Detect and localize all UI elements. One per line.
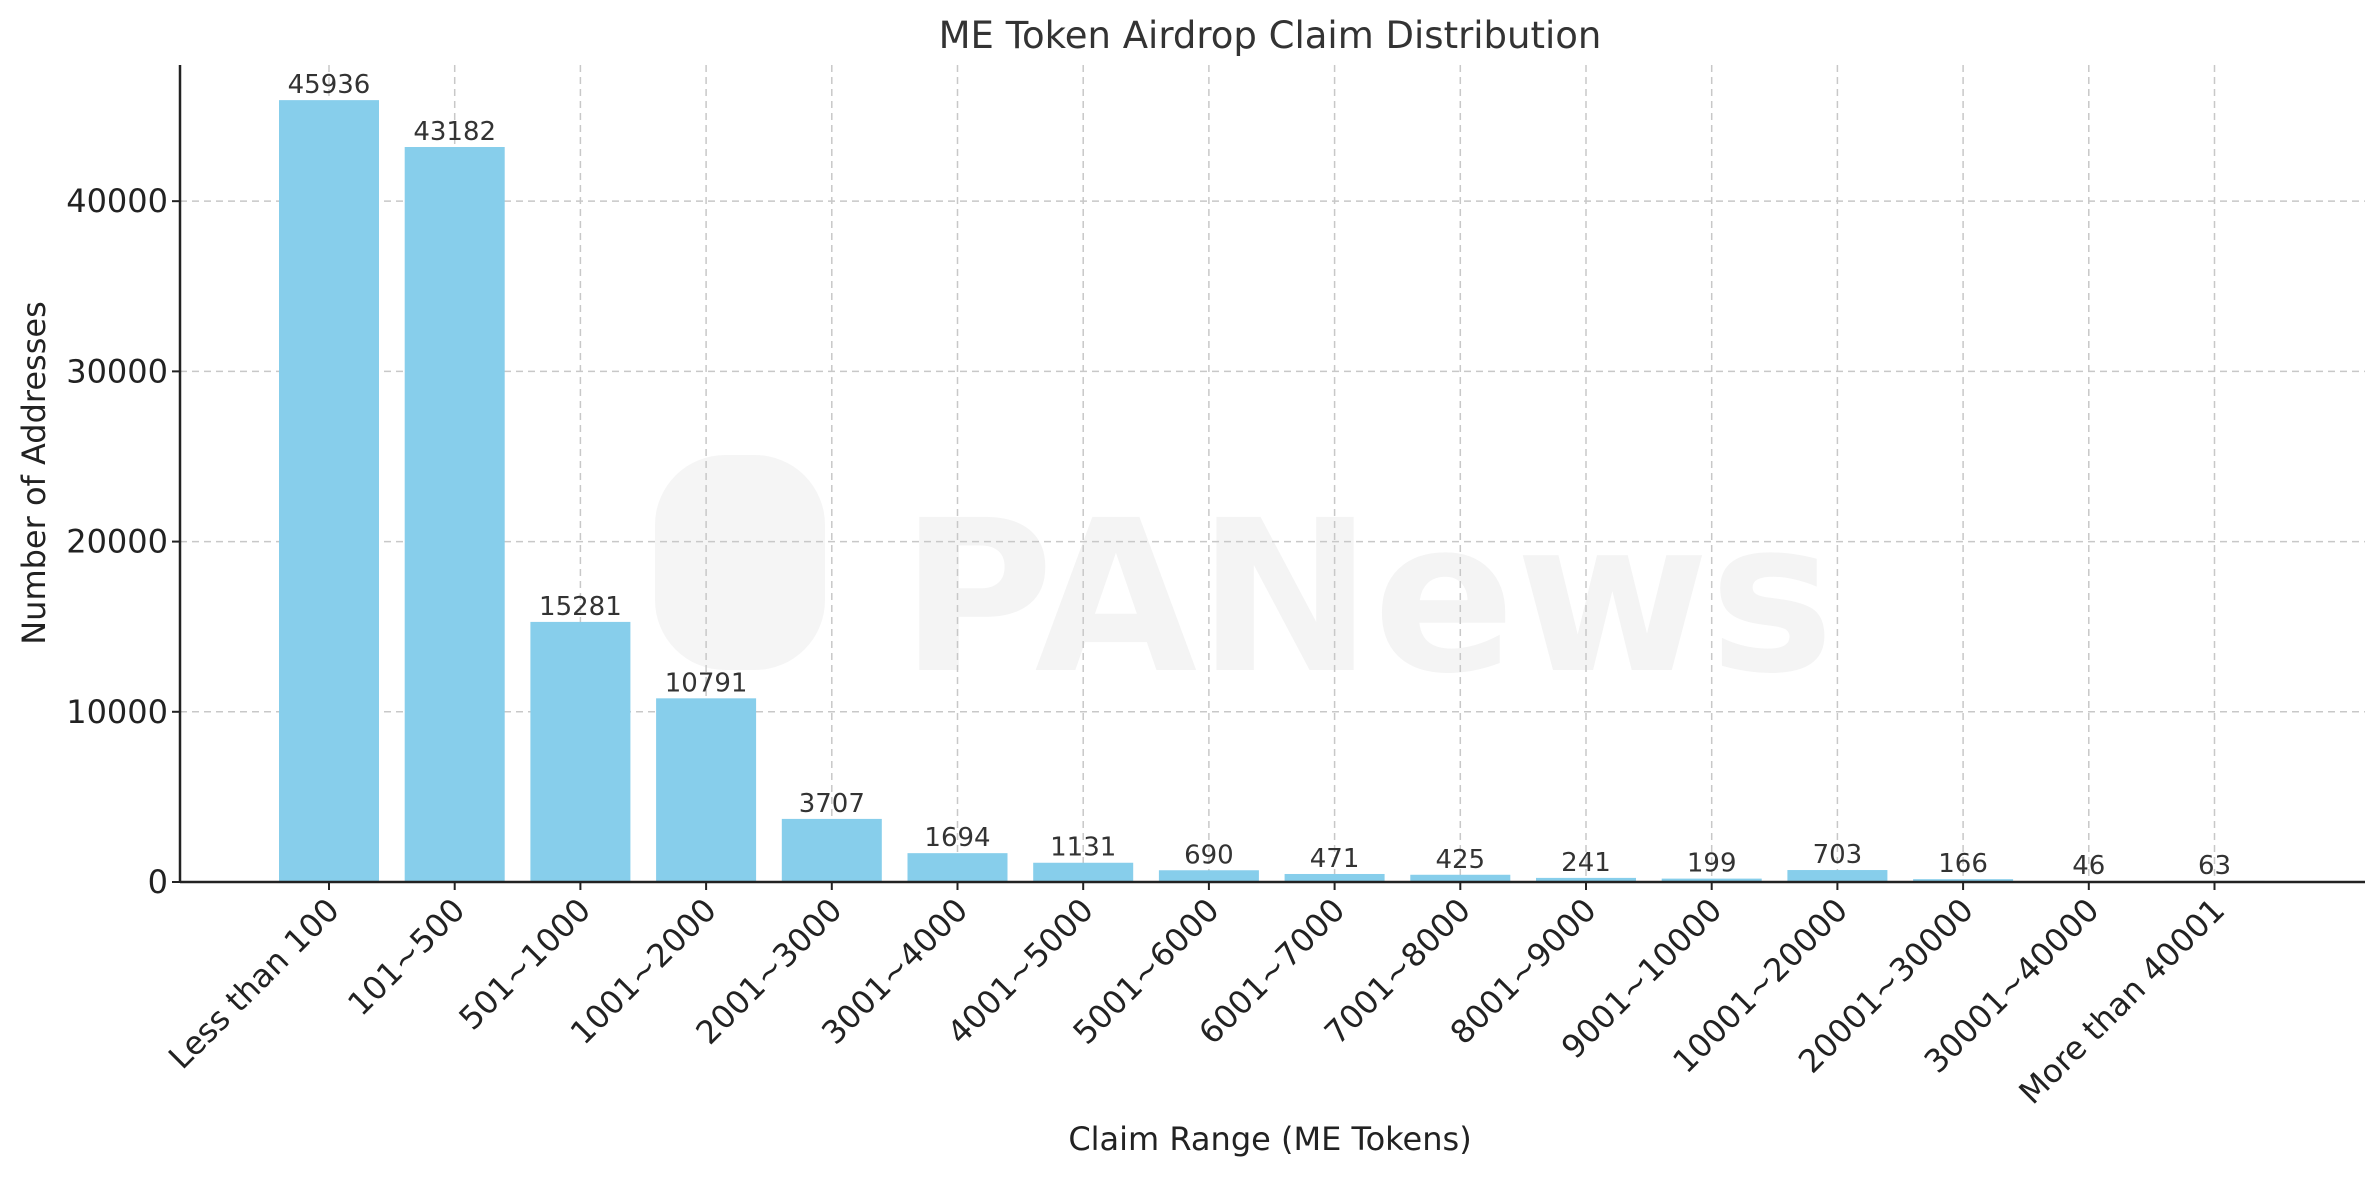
bar-value-label: 1694	[924, 823, 990, 853]
chart-title: ME Token Airdrop Claim Distribution	[939, 14, 1602, 57]
bar-value-label: 3707	[799, 789, 865, 819]
x-tick-labels: Less than 100101~500501~10001001~2000200…	[161, 882, 2232, 1112]
bar	[1410, 874, 1511, 882]
x-tick-label: 101~500	[340, 891, 472, 1023]
bar	[656, 698, 757, 882]
bar-labels-layer: 45936 43182 15281 10791 3707 1694 1131 690 471 42…	[288, 70, 2231, 881]
watermark-logo-mark	[655, 455, 825, 670]
bar	[1158, 870, 1259, 882]
bar-value-label: 690	[1184, 840, 1234, 870]
y-tick-label: 10000	[66, 693, 168, 731]
bar	[404, 147, 505, 883]
bar-value-label: 241	[1561, 848, 1611, 878]
bar-value-label: 166	[1938, 849, 1988, 879]
y-tick-label: 30000	[66, 352, 168, 390]
bar-value-label: 703	[1813, 840, 1863, 870]
bar-value-label: 46	[2072, 851, 2105, 881]
y-tick-label: 20000	[66, 523, 168, 561]
x-tick-label: More than 40001	[2011, 891, 2232, 1112]
watermark: PANews	[655, 455, 1834, 720]
bar	[279, 100, 379, 883]
bar-value-label: 15281	[539, 592, 622, 622]
x-tick-label: Less than 100	[161, 891, 347, 1077]
bar	[1661, 878, 1762, 882]
bar-value-label: 43182	[413, 117, 496, 147]
y-tick-label: 40000	[66, 182, 168, 220]
bar-value-label: 199	[1687, 849, 1737, 879]
bar-value-label: 425	[1435, 845, 1485, 875]
bar-value-label: 471	[1310, 844, 1360, 874]
axes-layer	[178, 65, 2365, 884]
y-tick-labels: 0 10000 20000 30000 40000	[66, 182, 180, 901]
bar	[1913, 879, 2014, 882]
x-axis-label: Claim Range (ME Tokens)	[1068, 1120, 1471, 1158]
bar	[781, 818, 882, 882]
bar-value-label: 1131	[1050, 833, 1116, 863]
y-tick-label: 0	[148, 863, 168, 901]
grid-layer	[180, 65, 2365, 882]
watermark-text: PANews	[900, 475, 1834, 720]
bar	[1787, 870, 1888, 882]
bars-layer	[279, 100, 2265, 883]
bar-value-label: 10791	[665, 668, 748, 698]
bar	[1284, 873, 1385, 882]
bar	[1033, 862, 1134, 882]
bar	[530, 621, 631, 882]
y-axis-label: Number of Addresses	[15, 301, 53, 645]
bar	[1536, 877, 1636, 882]
bar-value-label: 63	[2198, 851, 2231, 881]
bar-value-label: 45936	[288, 70, 371, 100]
bar	[907, 853, 1008, 882]
